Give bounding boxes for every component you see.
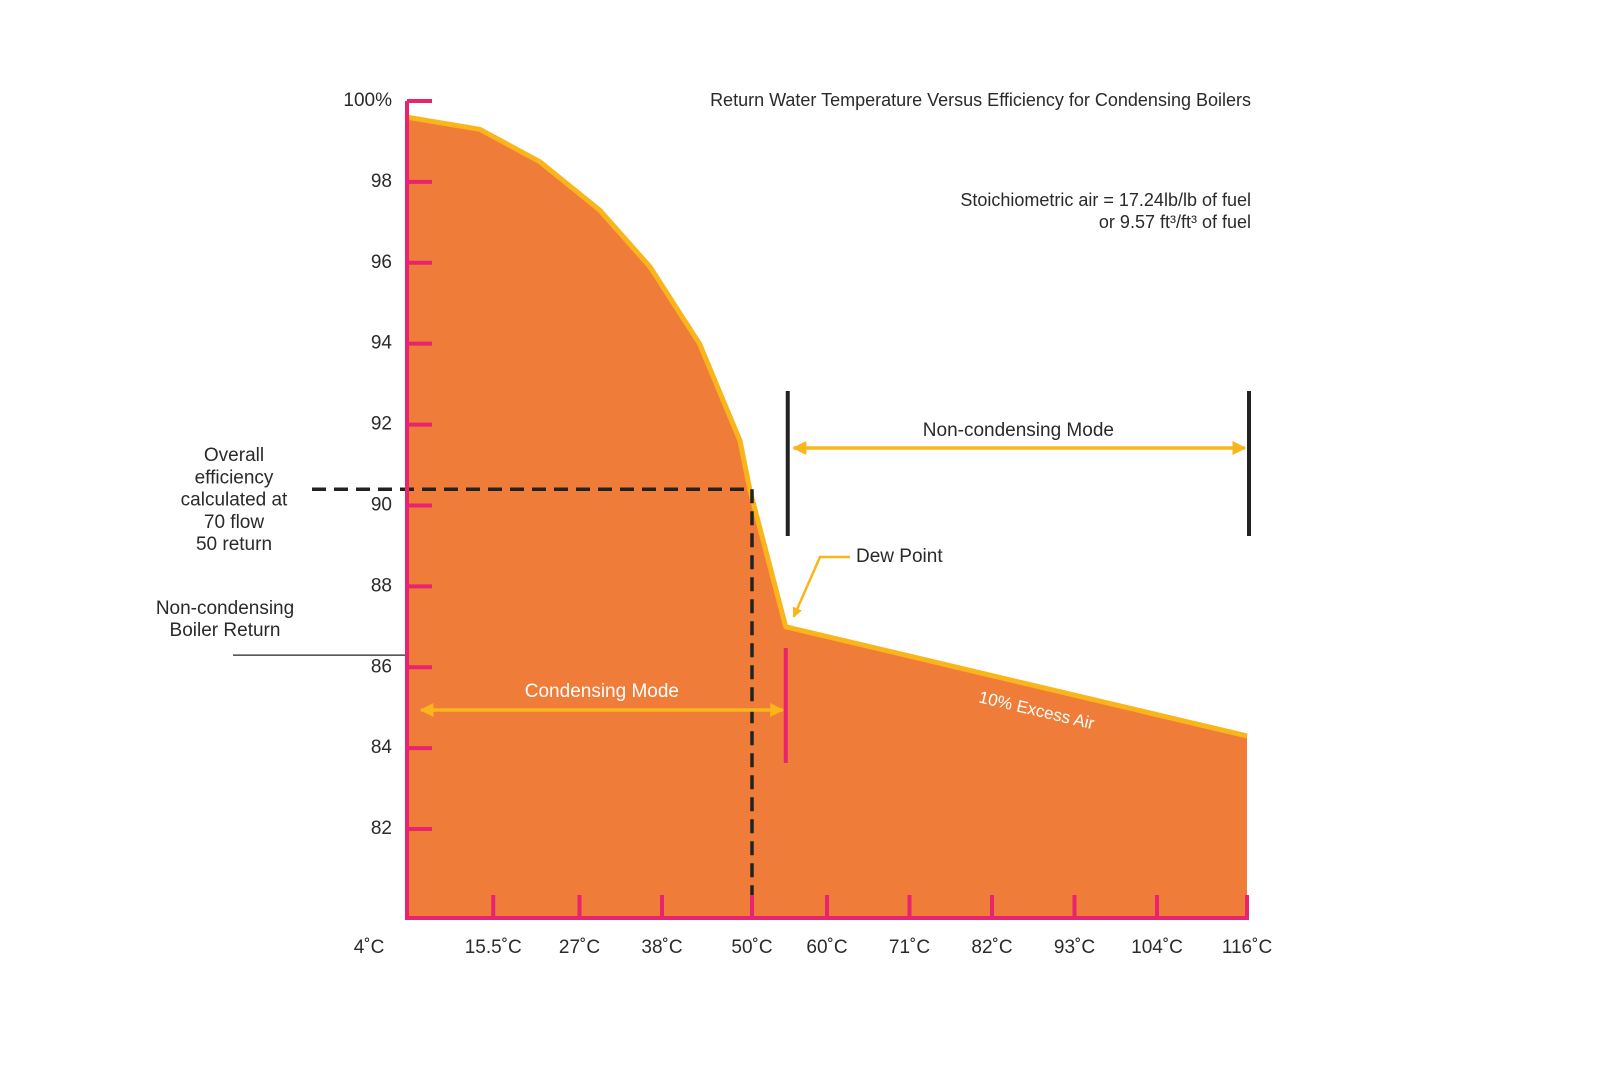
y-tick-label: 88 bbox=[371, 575, 392, 596]
dew-point-leader bbox=[792, 555, 850, 618]
x-tick-label: 60˚C bbox=[806, 937, 847, 958]
y-tick-label: 94 bbox=[371, 333, 393, 354]
x-tick-label: 38˚C bbox=[641, 937, 682, 958]
y-tick-label: 100% bbox=[343, 90, 392, 111]
x-tick-label: 15.5˚C bbox=[465, 937, 522, 958]
x-tick-label: 93˚C bbox=[1054, 937, 1095, 958]
reference-label: Non-condensing bbox=[156, 598, 294, 619]
y-tick-label: 82 bbox=[371, 818, 392, 839]
x-tick-label: 50˚C bbox=[731, 937, 772, 958]
operating-label: calculated at bbox=[181, 490, 288, 511]
x-tick-label: 27˚C bbox=[559, 937, 600, 958]
x-tick-label: 82˚C bbox=[971, 937, 1012, 958]
operating-label: 50 return bbox=[196, 534, 272, 555]
chart-title: Return Water Temperature Versus Efficien… bbox=[710, 90, 1251, 110]
y-tick-label: 96 bbox=[371, 252, 392, 273]
line bbox=[406, 114, 1248, 739]
operating-label: 70 flow bbox=[204, 512, 264, 533]
y-tick-label: 86 bbox=[371, 656, 392, 677]
y-tick-label: 92 bbox=[371, 414, 392, 435]
x-tick-label: 104˚C bbox=[1131, 937, 1183, 958]
y-tick-label: 84 bbox=[371, 737, 393, 758]
reference-label: Boiler Return bbox=[170, 620, 281, 641]
note: or 9.57 ft³/ft³ of fuel bbox=[1099, 212, 1251, 232]
mode-label: Non-condensing Mode bbox=[923, 420, 1114, 441]
dew-point-label: Dew Point bbox=[856, 546, 943, 567]
mode-label: Condensing Mode bbox=[525, 681, 679, 702]
area bbox=[407, 117, 1247, 918]
x-tick-label: 4˚C bbox=[354, 937, 385, 958]
operating-label: Overall bbox=[204, 445, 264, 466]
x-tick-label: 116˚C bbox=[1222, 937, 1272, 958]
operating-label: efficiency bbox=[195, 467, 274, 488]
note: Stoichiometric air = 17.24lb/lb of fuel bbox=[960, 190, 1251, 210]
y-tick-label: 98 bbox=[371, 171, 392, 192]
x-tick-label: 71˚C bbox=[889, 937, 930, 958]
y-tick-label: 90 bbox=[371, 494, 392, 515]
